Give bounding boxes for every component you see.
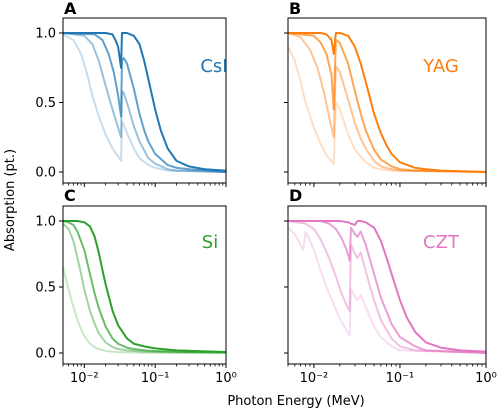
y-tick-label: 0.5 bbox=[35, 96, 56, 111]
panel-b: B YAG bbox=[284, 0, 487, 187]
x-tick-label: 10⁰ bbox=[475, 371, 497, 386]
panel-letter: A bbox=[64, 0, 77, 18]
series-line-2 bbox=[62, 220, 227, 354]
series-line-3 bbox=[287, 32, 487, 173]
series-line-1 bbox=[63, 220, 227, 353]
material-label: Si bbox=[202, 232, 218, 253]
panel-c: 0.0 0.5 1.0 10⁻² 10⁻¹ 10⁰ C Si bbox=[35, 186, 237, 386]
series-line-4 bbox=[62, 33, 227, 173]
series-line-1 bbox=[288, 220, 487, 353]
x-tick-label: 10⁻¹ bbox=[386, 371, 415, 386]
x-tick-label: 10⁻² bbox=[70, 371, 99, 386]
series-line-3 bbox=[287, 220, 487, 354]
material-label: CsI bbox=[200, 56, 227, 77]
x-tick-label: 10⁰ bbox=[215, 371, 237, 386]
panel-a: 0.0 0.5 1.0 A CsI bbox=[35, 0, 228, 187]
y-tick-label: 0.0 bbox=[35, 347, 56, 362]
x-tick-label: 10⁻² bbox=[300, 371, 329, 386]
plot-frame bbox=[287, 17, 487, 184]
panel-letter: B bbox=[289, 0, 301, 18]
y-axis-label: Absorption (pt.) bbox=[3, 149, 18, 251]
series-line-2 bbox=[62, 32, 227, 173]
material-label: CZT bbox=[423, 232, 460, 253]
y-tick-label: 0.5 bbox=[35, 281, 56, 296]
series-line-4 bbox=[287, 46, 487, 173]
plot-frame bbox=[287, 205, 487, 365]
x-tick-label: 10⁻¹ bbox=[141, 371, 170, 386]
series-line-2 bbox=[288, 220, 487, 354]
series-line-2 bbox=[287, 32, 487, 173]
series-line-1 bbox=[288, 32, 487, 173]
y-tick-label: 0.0 bbox=[35, 166, 56, 181]
panel-letter: C bbox=[64, 186, 76, 205]
series-line-1 bbox=[63, 32, 227, 172]
series-line-3 bbox=[62, 222, 227, 354]
plot-frame bbox=[62, 17, 227, 184]
panels-container: 0.0 0.5 1.0 A CsI B YAG 0.0 0.5 1.0 10⁻² 10⁻¹ 10⁰ C Si… bbox=[35, 0, 497, 386]
series-line-3 bbox=[62, 32, 227, 173]
y-tick-label: 1.0 bbox=[35, 27, 56, 42]
panel-d: 10⁻² 10⁻¹ 10⁰ D CZT bbox=[284, 186, 497, 386]
series-line-4 bbox=[287, 226, 487, 354]
series-line-4 bbox=[62, 266, 226, 354]
y-tick-label: 1.0 bbox=[35, 215, 56, 230]
material-label: YAG bbox=[422, 56, 459, 77]
x-axis-label: Photon Energy (MeV) bbox=[227, 394, 364, 409]
panel-letter: D bbox=[289, 186, 302, 205]
